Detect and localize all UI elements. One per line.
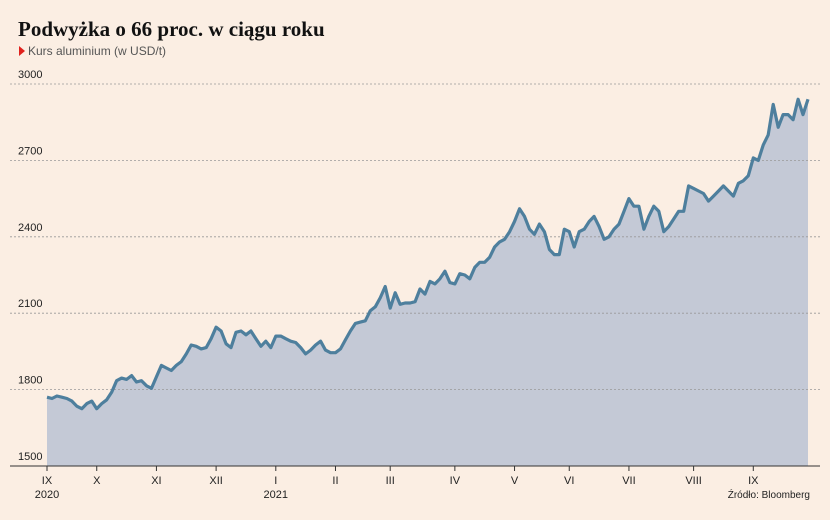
x-tick-label: XI (151, 475, 161, 487)
x-tick-label: IV (450, 475, 461, 487)
year-label: 2021 (264, 489, 288, 501)
x-tick-label: V (511, 475, 519, 487)
y-tick-label: 1500 (18, 451, 42, 463)
chart-title: Podwyżka o 66 proc. w ciągu roku (18, 17, 325, 41)
x-tick-label: I (274, 475, 277, 487)
source: Źródło: Bloomberg (728, 488, 810, 501)
line (46, 97, 810, 411)
y-tick-label: 2100 (18, 298, 42, 310)
x-tick-label: III (386, 475, 395, 487)
x-tick-label: VII (622, 475, 635, 487)
x-tick-label: XII (209, 475, 222, 487)
x-tick-label: II (332, 475, 338, 487)
x-tick-label: VI (564, 475, 574, 487)
x-tick-label: X (93, 475, 101, 487)
x-tick-label: VIII (685, 475, 702, 487)
x-tick-label: IX (748, 475, 759, 487)
subtitle-marker (19, 46, 25, 56)
y-tick-label: 2700 (18, 145, 42, 157)
year-label: 2020 (35, 489, 59, 501)
y-tick-label: 2400 (18, 222, 42, 234)
x-tick-label: IX (42, 475, 53, 487)
area (47, 99, 808, 467)
chart-subtitle: Kurs aluminium (w USD/t) (28, 44, 166, 58)
y-tick-label: 3000 (18, 69, 42, 81)
y-tick-label: 1800 (18, 375, 42, 387)
